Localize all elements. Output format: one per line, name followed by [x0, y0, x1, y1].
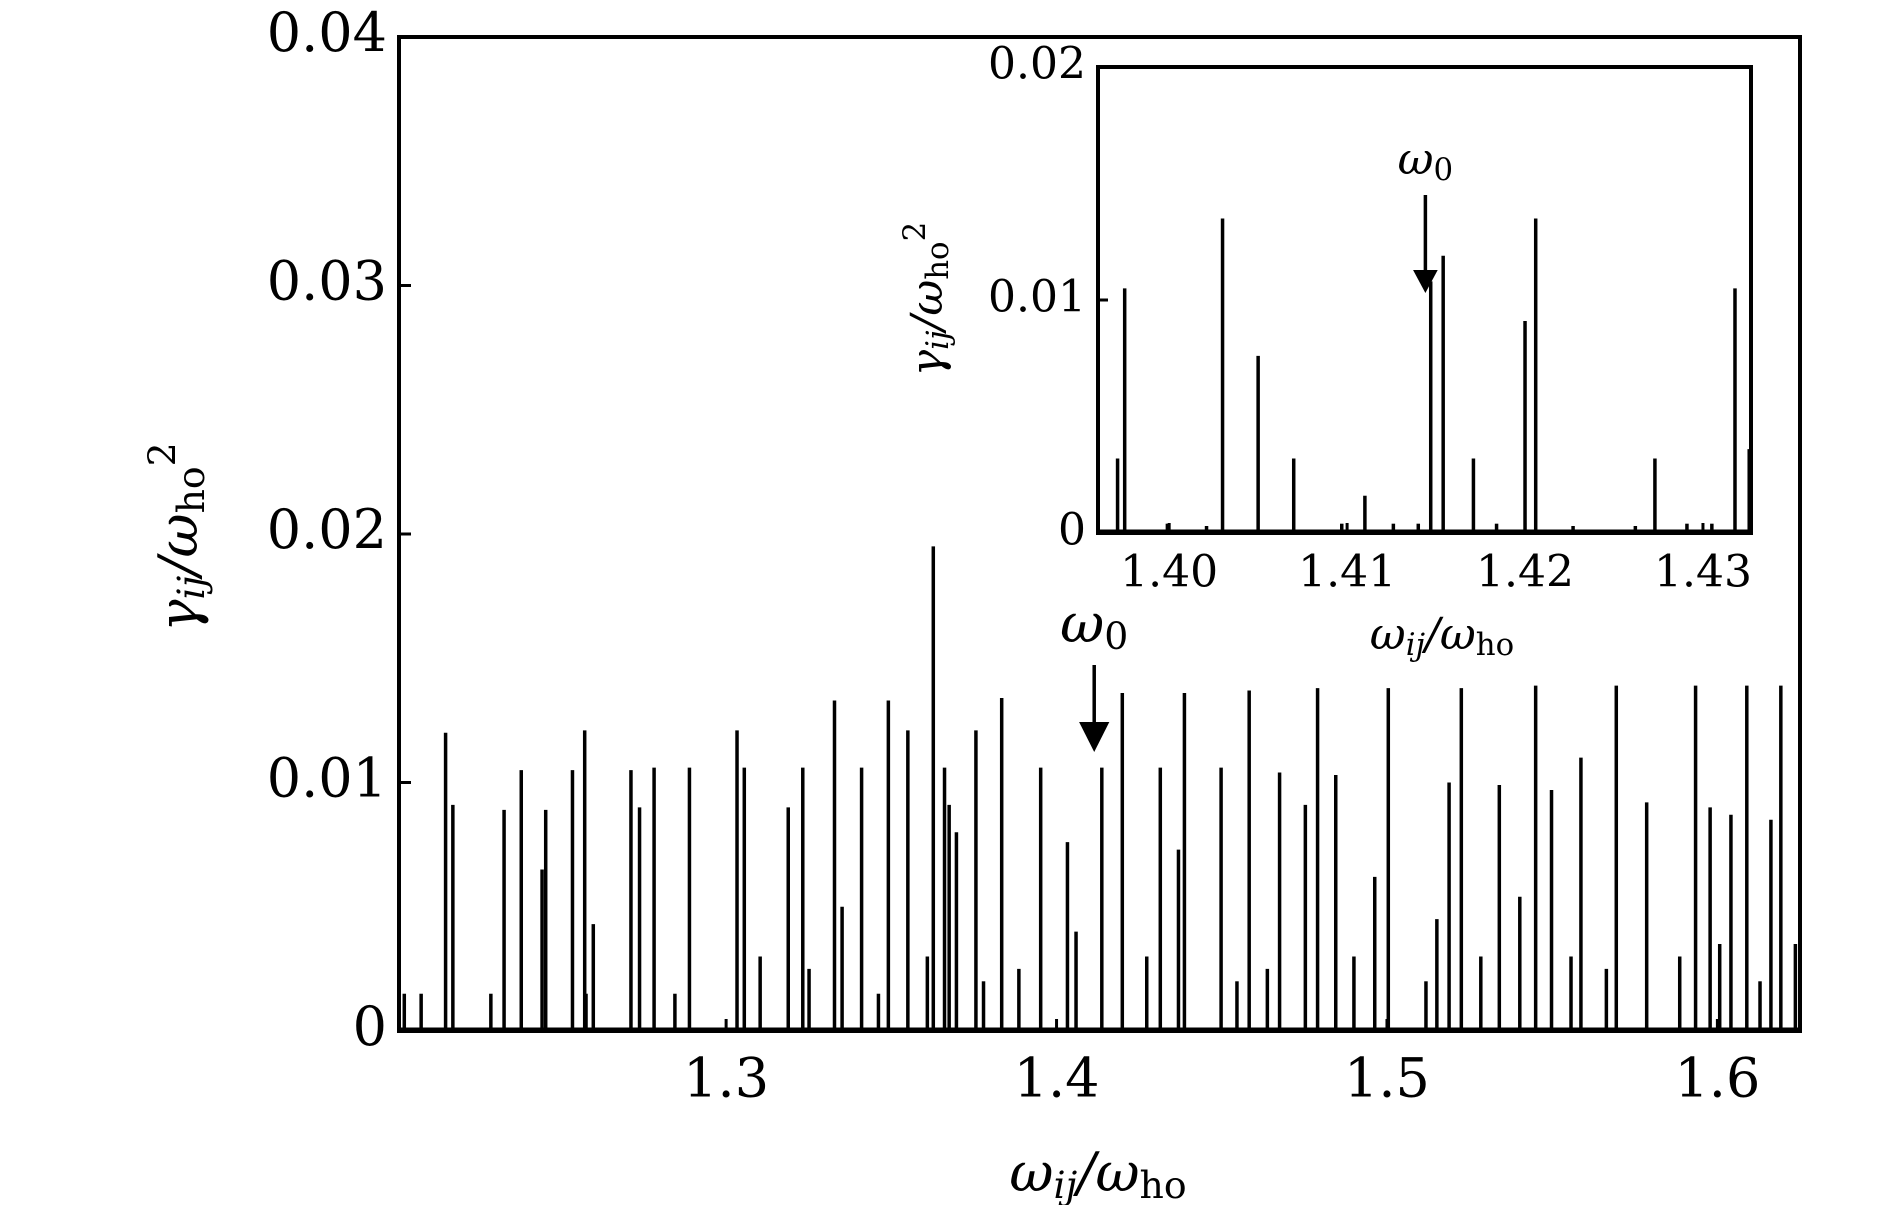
annotation: ω0: [1398, 134, 1454, 188]
x-tick-label: 1.6: [1674, 1046, 1760, 1109]
x-tick-label: 1.3: [683, 1046, 769, 1109]
annotation-part: ω: [1060, 592, 1104, 655]
y-tick-label: 0: [353, 995, 387, 1058]
x-axis-label-part: /ω: [1421, 609, 1476, 660]
y-axis-label-part: ho: [169, 466, 213, 513]
x-axis-label-part: ω: [1009, 1141, 1053, 1204]
x-axis-label-part: ho: [1139, 1163, 1186, 1205]
y-axis-label: γij/ωho2: [140, 442, 212, 632]
y-axis-label-part: γ: [902, 349, 953, 376]
y-axis-label-part: ij: [169, 575, 213, 599]
y-tick-label: 0: [1058, 505, 1086, 556]
x-axis-label: ωij/ωho: [1009, 1141, 1186, 1205]
y-tick-label: 0.02: [988, 39, 1086, 90]
x-axis-label-part: ho: [1476, 627, 1514, 663]
annotation-arrowhead: [1413, 270, 1438, 293]
y-axis-label-part: ij: [920, 330, 956, 350]
y-tick-label: 0.03: [267, 250, 387, 313]
y-tick-label: 0.01: [267, 747, 387, 810]
annotation-part: 0: [1434, 152, 1454, 188]
x-tick-label: 1.41: [1298, 546, 1396, 597]
x-axis-label-part: ij: [1053, 1163, 1077, 1205]
x-axis-label-part: ij: [1406, 627, 1426, 663]
annotation: ω0: [1060, 592, 1128, 658]
y-axis-label-part: ho: [920, 241, 956, 279]
y-axis-label-part: /ω: [902, 280, 953, 335]
x-axis-label: ωij/ωho: [1370, 609, 1514, 663]
x-axis-label-part: /ω: [1072, 1141, 1139, 1204]
annotation-arrowhead: [1079, 722, 1110, 752]
plot-frame: [1096, 65, 1753, 535]
x-tick-label: 1.40: [1120, 546, 1218, 597]
y-tick-label: 0.02: [267, 498, 387, 561]
x-axis-label-part: ω: [1370, 609, 1406, 660]
y-axis-label-part: 2: [897, 222, 933, 242]
y-tick-label: 0.01: [988, 272, 1086, 323]
x-tick-label: 1.5: [1344, 1046, 1430, 1109]
y-tick-label: 0.04: [267, 1, 387, 64]
y-axis-label: γij/ωho2: [897, 222, 956, 376]
y-axis-label-part: 2: [140, 442, 184, 466]
x-tick-label: 1.4: [1014, 1046, 1100, 1109]
y-axis-label-part: /ω: [147, 513, 210, 580]
x-tick-label: 1.43: [1654, 546, 1752, 597]
y-axis-label-part: γ: [147, 599, 210, 632]
x-tick-label: 1.42: [1476, 546, 1574, 597]
annotation-part: ω: [1398, 134, 1434, 185]
annotation-part: 0: [1104, 614, 1128, 658]
